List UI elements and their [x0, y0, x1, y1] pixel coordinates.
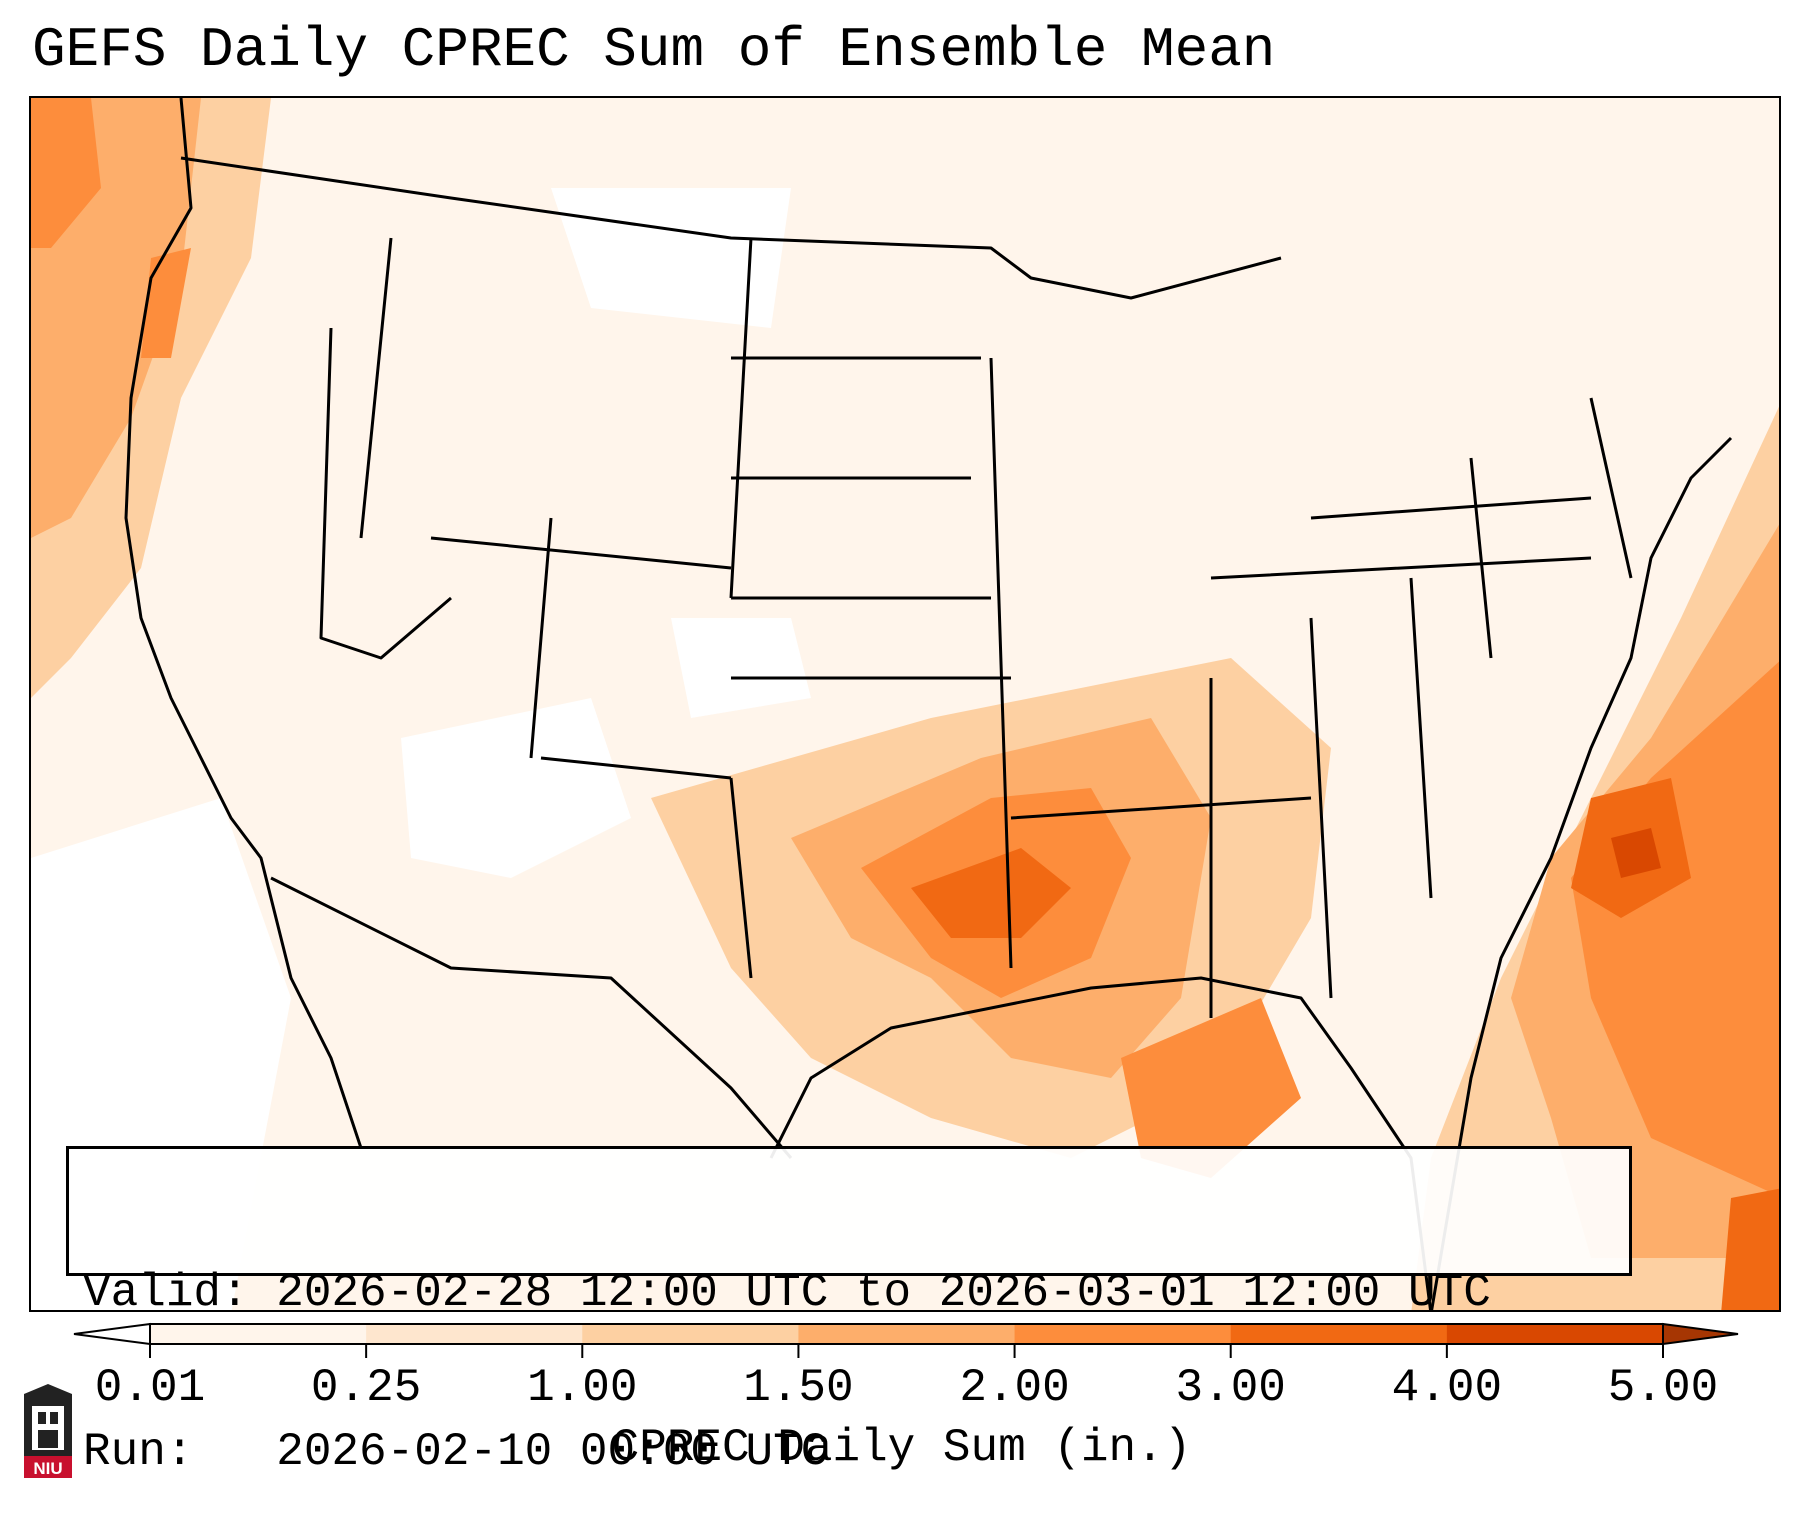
niu-logo: NIU [24, 1384, 72, 1478]
precip-region-west [31, 98, 101, 248]
state-lines-central [729, 357, 1592, 1018]
colorbar-tick-marks [149, 1344, 1664, 1358]
logo-text: NIU [33, 1459, 62, 1478]
precip-region-atlantic [1721, 1188, 1779, 1310]
precip-region-atlantic [1571, 661, 1779, 1197]
valid-run-info-box: Valid: 2026-02-28 12:00 UTC to 2026-03-0… [66, 1146, 1632, 1478]
colorbar-tick-label: 2.00 [959, 1362, 1070, 1414]
colorbar-tick-label: 1.50 [743, 1362, 854, 1414]
valid-time-text: Valid: 2026-02-28 12:00 UTC to 2026-03-0… [83, 1267, 1491, 1319]
map-canvas [31, 98, 1779, 1310]
mexico-border [270, 876, 793, 1159]
state-lines-east [1310, 397, 1633, 899]
colorbar-swatch [798, 1324, 1016, 1344]
colorbar-tick-label: 5.00 [1607, 1362, 1719, 1414]
state-lines-west [319, 237, 1011, 780]
gulf-coastline [769, 976, 1432, 1310]
precip-region-south [1121, 998, 1301, 1178]
colorbar-swatch [1014, 1324, 1232, 1344]
colorbar-tick-label: 1.00 [527, 1362, 638, 1414]
colorbar-label: CPREC Daily Sum (in.) [611, 1422, 1192, 1474]
precip-region-none [401, 698, 631, 878]
precip-map[interactable] [29, 96, 1781, 1312]
precip-region-none [551, 188, 791, 328]
colorbar-swatch [150, 1324, 367, 1344]
colorbar-tick-label: 0.01 [94, 1362, 206, 1414]
precip-shading [31, 98, 1779, 1310]
precip-region-none [671, 618, 811, 718]
colorbar-swatch [1230, 1324, 1448, 1344]
colorbar-outline [149, 1323, 1664, 1345]
colorbar-swatches [150, 1324, 1664, 1344]
colorbar-swatch [366, 1324, 583, 1344]
colorbar-swatch [1446, 1324, 1664, 1344]
colorbar-swatch [582, 1324, 799, 1344]
boundaries [124, 98, 1733, 1310]
precip-region-light [31, 98, 1779, 1310]
chart-title: GEFS Daily CPREC Sum of Ensemble Mean [32, 18, 1276, 82]
colorbar-over-arrow [1662, 1322, 1739, 1346]
west-coastline [124, 98, 363, 1149]
precip-region-south [911, 848, 1071, 938]
colorbar-tick-label: 0.25 [310, 1362, 422, 1414]
east-coastline [1430, 436, 1733, 1310]
colorbar-under-arrow [73, 1322, 151, 1346]
colorbar-tick-label: 3.00 [1175, 1362, 1286, 1414]
colorbar-tick-label: 4.00 [1391, 1362, 1503, 1414]
colorbar [73, 1322, 1739, 1358]
precip-region-atlantic [1611, 828, 1661, 878]
us-canada-border [180, 156, 1282, 300]
run-time-text: Run: 2026-02-10 00:00 UTC [83, 1426, 829, 1478]
